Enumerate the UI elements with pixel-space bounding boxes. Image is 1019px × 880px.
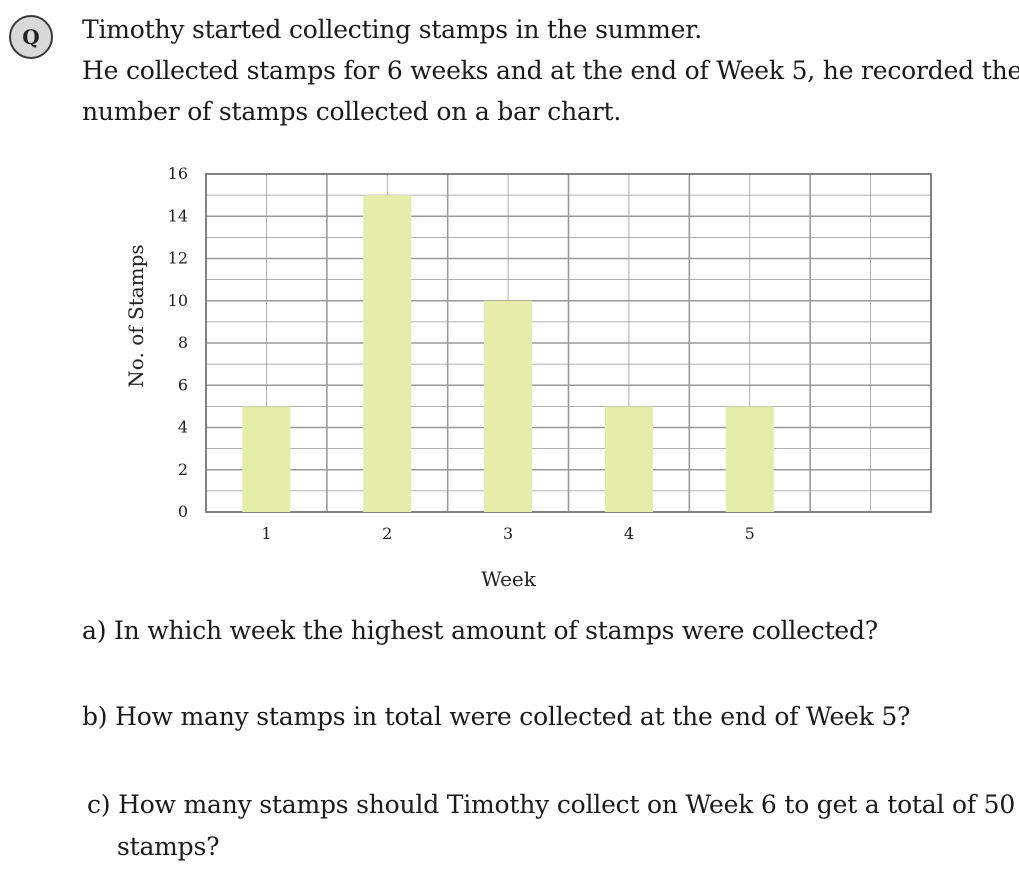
x-tick-label: 1 — [261, 524, 271, 543]
bar-week-4 — [604, 406, 653, 512]
y-tick-label: 4 — [178, 418, 188, 437]
x-tick-label: 3 — [503, 524, 513, 543]
x-tick-label: 4 — [624, 524, 634, 543]
y-tick-label: 8 — [178, 333, 188, 352]
y-axis-title: No. of Stamps — [124, 244, 148, 387]
question-line-3: number of stamps collected on a bar char… — [82, 97, 622, 126]
x-axis-ticks: 1 2 3 4 5 — [261, 524, 755, 543]
bar-week-5 — [725, 406, 774, 512]
y-tick-label: 2 — [178, 460, 188, 479]
bar-week-1 — [242, 406, 291, 512]
x-tick-label: 2 — [382, 524, 392, 543]
chart-grid — [205, 173, 932, 513]
y-tick-label: 12 — [168, 249, 188, 268]
x-axis-title: Week — [481, 567, 537, 591]
question-line-1: Timothy started collecting stamps in the… — [82, 15, 702, 44]
bar-week-3 — [484, 300, 533, 512]
question-part-c-continued: stamps? — [117, 832, 220, 861]
plot-frame — [205, 173, 932, 513]
chart-bars — [242, 195, 774, 512]
y-tick-label: 16 — [168, 164, 188, 183]
y-tick-label: 10 — [168, 291, 188, 310]
y-axis-ticks: 0 2 4 6 8 10 12 14 16 — [168, 164, 188, 521]
bar-week-2 — [363, 195, 412, 512]
question-part-a: a) In which week the highest amount of s… — [82, 616, 879, 645]
question-line-2: He collected stamps for 6 weeks and at t… — [82, 56, 1019, 85]
question-badge: Q — [9, 15, 53, 59]
y-tick-label: 0 — [178, 502, 188, 521]
y-tick-label: 14 — [168, 206, 188, 225]
y-tick-label: 6 — [178, 375, 188, 394]
question-part-c: c) How many stamps should Timothy collec… — [87, 790, 1016, 819]
x-tick-label: 5 — [745, 524, 755, 543]
question-part-b: b) How many stamps in total were collect… — [82, 702, 911, 731]
